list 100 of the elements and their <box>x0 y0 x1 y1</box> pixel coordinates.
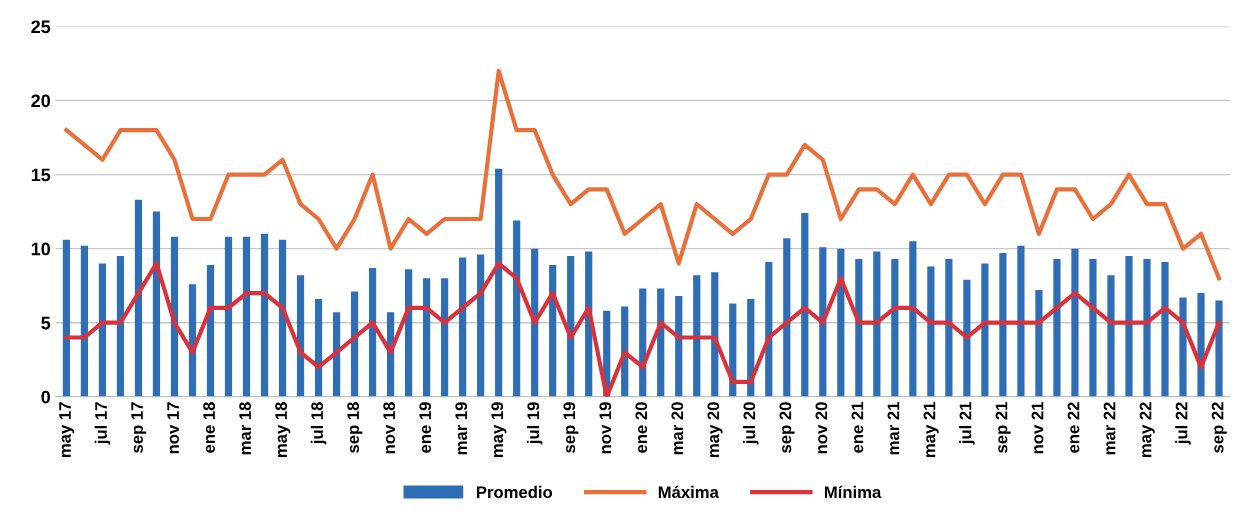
x-tick-label: jul 22 <box>1175 402 1191 445</box>
bar <box>513 220 521 397</box>
x-tick-label: may 21 <box>923 402 939 458</box>
x-tick-label: ene 22 <box>1067 402 1080 453</box>
bar <box>693 275 701 397</box>
bar <box>98 263 107 397</box>
bar <box>909 241 917 397</box>
x-tick-label: jul 19 <box>526 402 543 445</box>
x-tick-label: nov 20 <box>815 402 828 454</box>
bar <box>1143 259 1151 397</box>
bar <box>1179 297 1187 397</box>
bar <box>783 238 791 397</box>
x-tick-label: may 17 <box>59 402 75 458</box>
bar <box>477 254 485 397</box>
x-tick-label: may 19 <box>491 402 507 458</box>
line-series <box>64 261 1222 397</box>
bar <box>963 279 971 397</box>
bar <box>116 256 125 397</box>
y-tick-label: 15 <box>31 168 51 182</box>
x-tick-label: mar 19 <box>455 402 468 455</box>
x-tick-label: nov 19 <box>599 402 612 454</box>
x-tick-label: nov 21 <box>1031 402 1044 454</box>
bar <box>459 257 467 397</box>
bar <box>368 267 377 397</box>
x-tick-label: mar 18 <box>239 402 251 455</box>
bar <box>981 263 989 397</box>
x-tick-label: ene 19 <box>419 402 432 453</box>
y-tick-label: 20 <box>31 94 51 108</box>
y-tick-label: 5 <box>41 316 51 330</box>
bar <box>801 213 809 397</box>
x-tick-label: may 20 <box>707 402 723 458</box>
bar <box>278 239 287 397</box>
bar <box>1107 275 1115 397</box>
bar <box>1125 256 1133 397</box>
x-tick-label: ene 18 <box>203 402 215 453</box>
bar <box>711 272 719 397</box>
bar <box>999 253 1007 397</box>
bar <box>296 275 305 397</box>
x-tick-label: sep 19 <box>563 402 579 453</box>
x-tick-label: sep 17 <box>131 402 147 453</box>
bar <box>675 296 683 397</box>
bar <box>314 298 323 397</box>
x-tick-label: jul 20 <box>743 402 759 445</box>
y-tick-label: 0 <box>41 390 51 404</box>
bar <box>242 236 251 397</box>
bar <box>260 233 269 397</box>
x-tick-label: sep 20 <box>779 402 795 453</box>
bar <box>1071 248 1079 397</box>
bar <box>350 291 359 397</box>
x-tick-label: mar 22 <box>1103 402 1116 455</box>
bar <box>134 199 143 397</box>
bar <box>405 269 413 397</box>
bar <box>1215 300 1223 397</box>
bar <box>495 168 503 397</box>
x-tick-label: ene 20 <box>635 402 648 453</box>
y-tick-label: 10 <box>31 242 51 256</box>
bar <box>891 259 899 397</box>
legend-label: Mínima <box>824 485 882 499</box>
x-tick-label: nov 17 <box>167 402 179 454</box>
x-tick-label: jul 17 <box>94 402 111 445</box>
bar <box>152 211 161 397</box>
x-tick-label: mar 20 <box>671 402 684 455</box>
x-tick-label: ene 21 <box>851 402 864 453</box>
bar <box>855 259 863 397</box>
bar <box>873 251 881 397</box>
bar <box>170 236 179 397</box>
x-tick-label: sep 21 <box>995 402 1011 453</box>
bar <box>332 312 341 397</box>
bar <box>1053 259 1061 397</box>
bar <box>549 264 557 397</box>
bar <box>423 278 431 397</box>
bar <box>62 239 71 397</box>
x-tick-label: jul 21 <box>959 402 975 445</box>
legend-label: Máxima <box>658 485 719 499</box>
x-tick-label: jul 18 <box>310 402 327 445</box>
line-series <box>64 68 1222 281</box>
bar <box>927 266 935 397</box>
bar <box>765 261 773 397</box>
x-tick-label: sep 22 <box>1211 402 1227 453</box>
bar <box>1197 293 1205 397</box>
y-tick-label: 25 <box>31 20 51 34</box>
bar <box>206 264 215 397</box>
bar <box>531 248 539 397</box>
bar <box>1089 259 1097 397</box>
bar <box>80 245 89 397</box>
x-tick-label: may 22 <box>1139 402 1155 458</box>
x-tick-label: mar 21 <box>887 402 900 455</box>
x-tick-label: nov 18 <box>383 402 396 454</box>
x-tick-label: sep 18 <box>347 402 363 453</box>
legend-label: Promedio <box>476 485 553 499</box>
bar <box>224 236 233 397</box>
bar <box>441 278 449 397</box>
bar <box>1161 261 1169 397</box>
bar <box>567 256 575 397</box>
x-tick-label: may 18 <box>275 402 291 458</box>
bar <box>837 248 845 397</box>
bar <box>1035 290 1043 397</box>
bar <box>945 259 953 397</box>
bar <box>819 247 827 397</box>
bar <box>1017 245 1025 397</box>
